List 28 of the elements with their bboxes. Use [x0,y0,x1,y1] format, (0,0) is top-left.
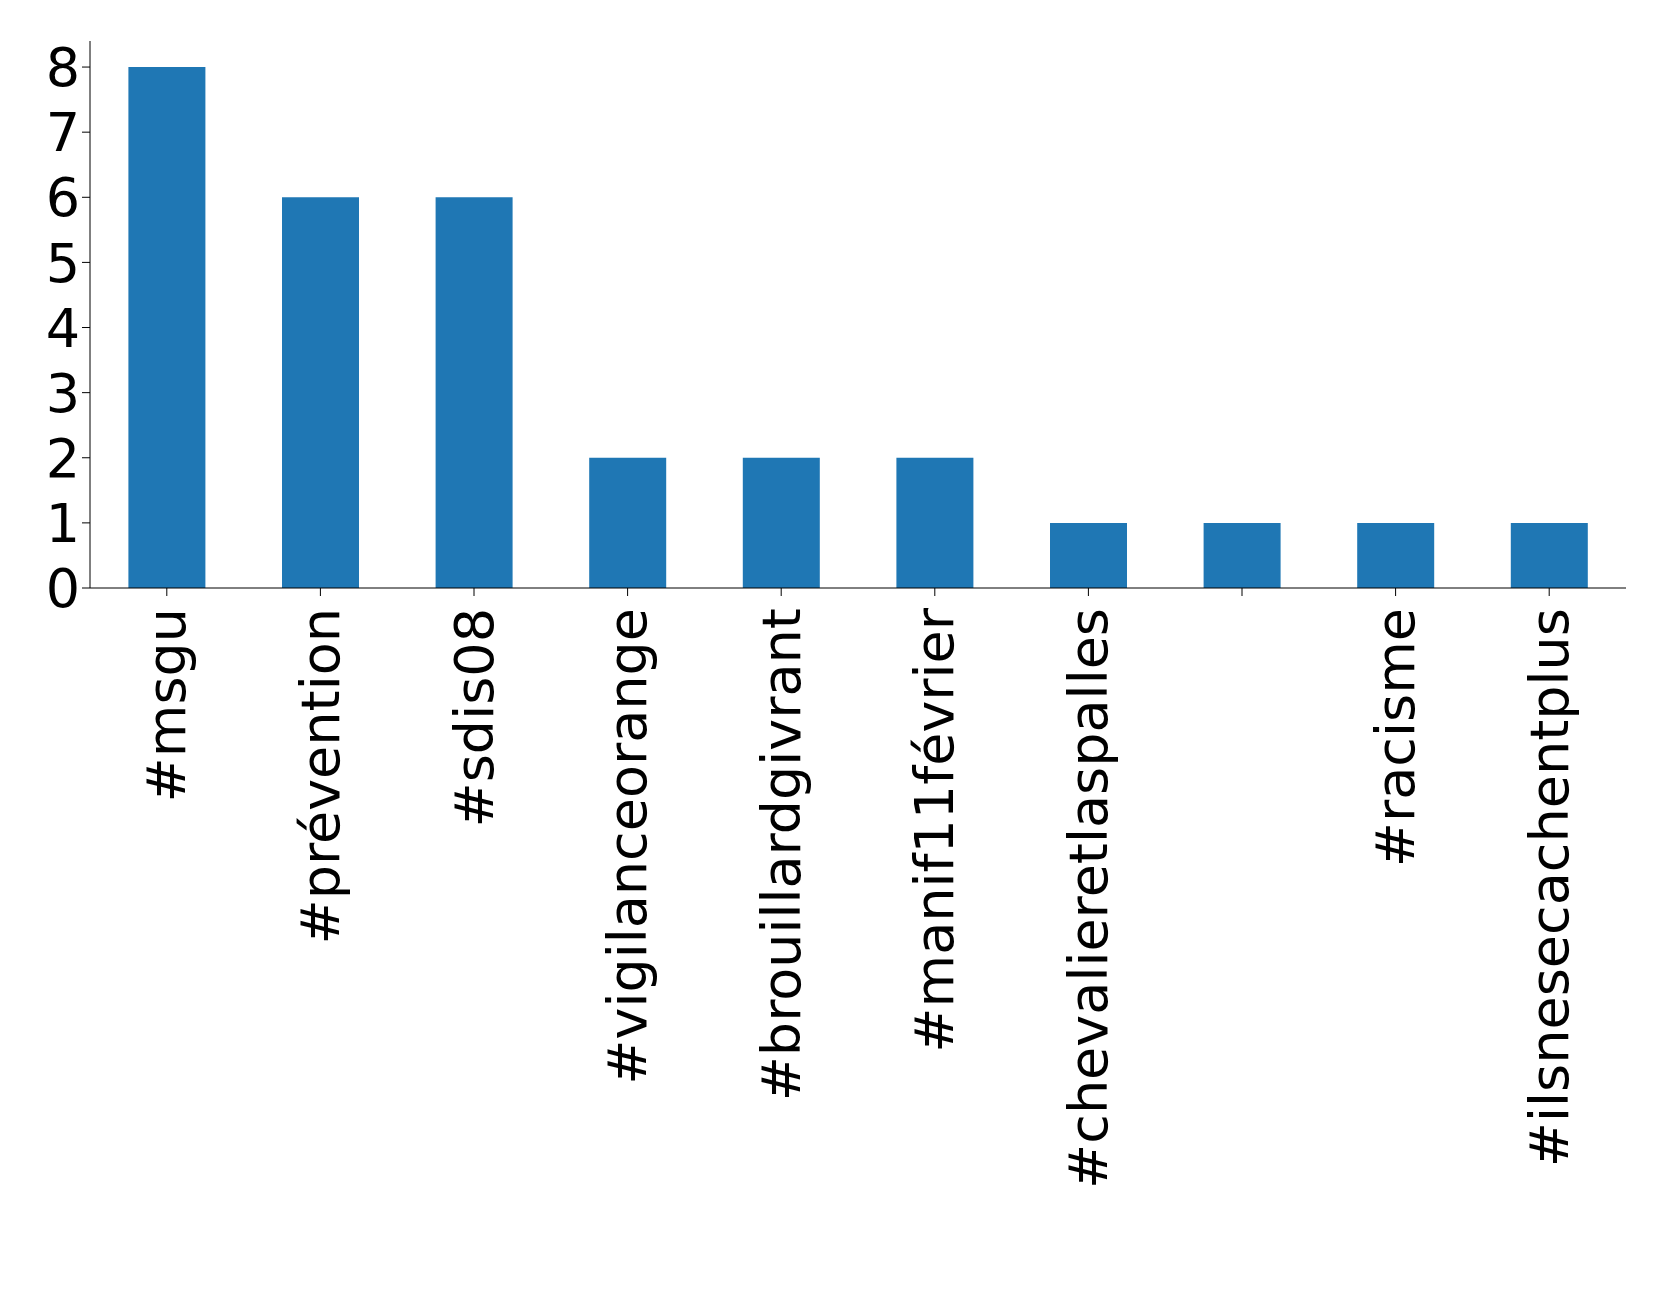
x-tick-label: #racisme [1364,608,1428,868]
y-tick-label: 5 [45,231,80,295]
y-tick-label: 0 [45,557,80,621]
y-tick-label: 7 [45,101,80,165]
y-tick-label: 2 [45,426,80,490]
bar [742,457,820,588]
x-tick-label: #sdis08 [442,608,506,828]
x-tick-label: #manif11février [903,607,967,1053]
x-tick-label: #chevalieretlaspalles [1056,608,1120,1190]
bar [1203,522,1281,588]
bar [589,457,667,588]
x-tick-label: #prévention [288,608,352,945]
x-tick-label: #brouillardgivrant [749,608,813,1102]
bar [435,197,513,588]
y-tick-label: 1 [45,492,80,556]
bar [128,67,206,588]
x-tick-label: #ilsnesecachentplus [1517,608,1581,1168]
y-tick-label: 6 [45,166,80,230]
x-tick-label: #vigilanceorange [596,608,660,1085]
bar [1357,522,1435,588]
x-tick-label: #msgu [135,608,199,803]
y-tick-label: 8 [45,36,80,100]
y-tick-label: 4 [45,296,80,360]
bar [282,197,359,588]
y-tick-label: 3 [45,361,80,425]
bar [1050,522,1127,588]
bar [1510,522,1588,588]
bar [896,457,974,588]
